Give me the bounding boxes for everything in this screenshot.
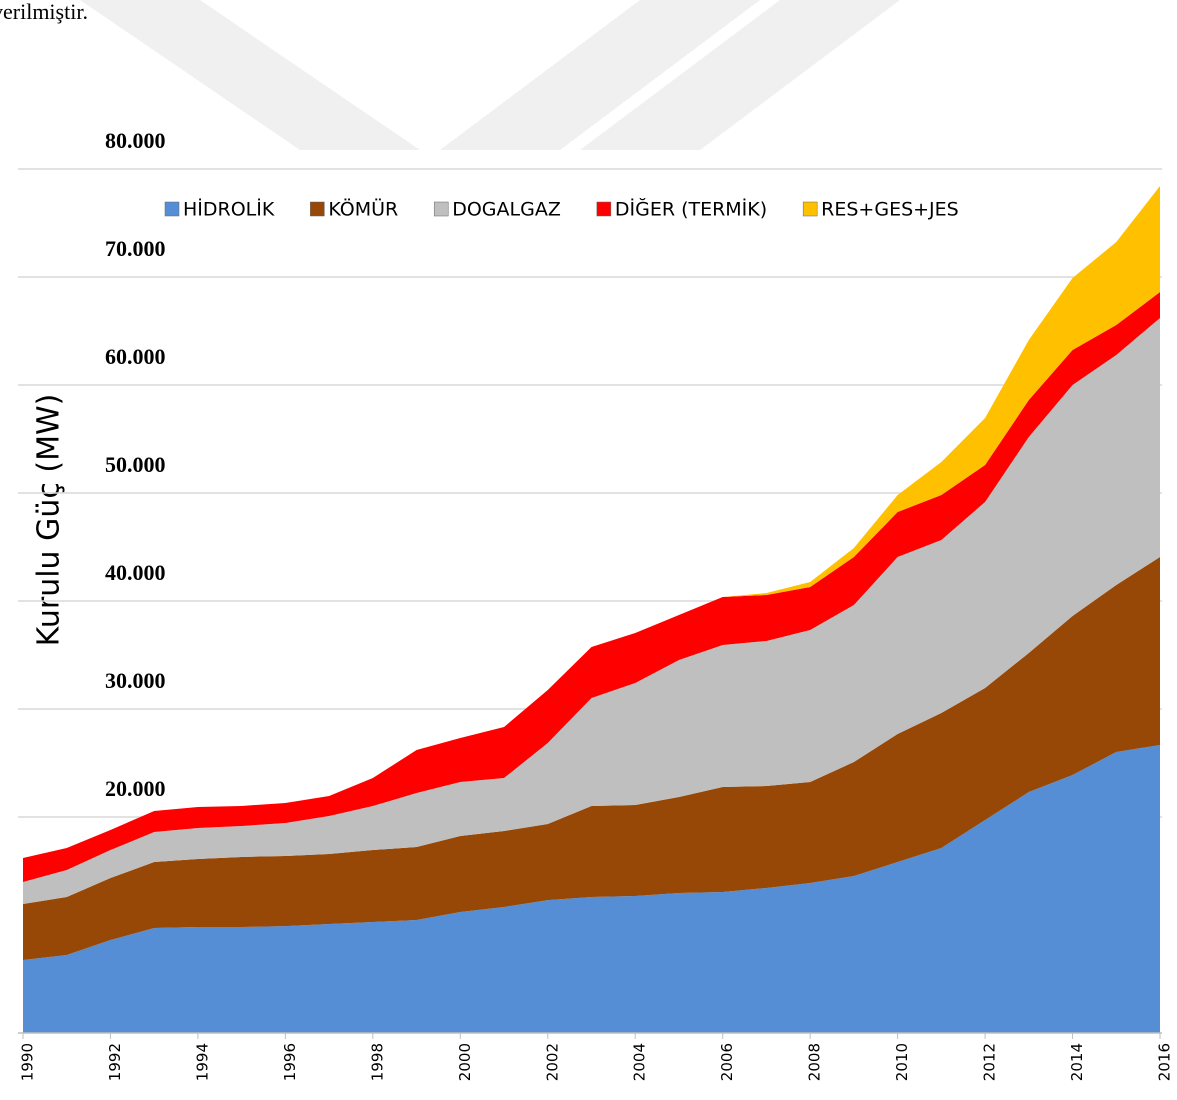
- x-tick-label: 2012: [981, 1043, 999, 1081]
- area: [23, 292, 1160, 883]
- x-tick-label: 2004: [631, 1043, 649, 1081]
- x-tick-label: 2014: [1068, 1043, 1086, 1081]
- y-tick-label: 40.000: [105, 560, 166, 585]
- x-tick-label: 1998: [368, 1043, 386, 1081]
- y-tick-label: 20.000: [105, 776, 166, 801]
- legend-swatch: [596, 201, 612, 217]
- legend-label: RES+GES+JES: [821, 199, 959, 221]
- legend-swatch: [433, 201, 449, 217]
- legend-label: HİDROLİK: [183, 198, 275, 221]
- x-tick-label: 2000: [456, 1043, 474, 1081]
- area: [23, 318, 1160, 905]
- y-axis-label: Kurulu Güç (MW): [32, 394, 67, 647]
- legend-swatch: [164, 201, 180, 217]
- y-tick-label: 80.000: [105, 128, 166, 153]
- x-tick-label: 2002: [543, 1043, 561, 1081]
- x-tick-label: 1992: [106, 1043, 124, 1081]
- intro-text: verilmiştir.: [0, 0, 88, 24]
- area: [23, 557, 1160, 960]
- y-tick-label: 70.000: [105, 236, 166, 261]
- legend-swatch: [802, 201, 818, 217]
- y-tick-label: 30.000: [105, 668, 166, 693]
- y-tick-label: 60.000: [105, 344, 166, 369]
- legend-label: DİĞER (TERMİK): [615, 197, 767, 221]
- x-tick-label: 1990: [19, 1043, 37, 1081]
- y-tick-label: 50.000: [105, 452, 166, 477]
- x-tick-label: 2006: [718, 1043, 736, 1081]
- legend-swatch: [310, 201, 325, 217]
- watermark: [80, 0, 900, 150]
- x-tick-label: 2008: [806, 1043, 824, 1081]
- legend-label: DOGALGAZ: [452, 199, 561, 221]
- legend-label: KÖMÜR: [328, 198, 398, 221]
- x-tick-label: 2010: [893, 1043, 911, 1081]
- x-tick-label: 1994: [193, 1043, 211, 1081]
- x-tick-label: 1996: [281, 1043, 299, 1081]
- x-tick-label: 2016: [1156, 1043, 1174, 1081]
- area: [23, 744, 1160, 1033]
